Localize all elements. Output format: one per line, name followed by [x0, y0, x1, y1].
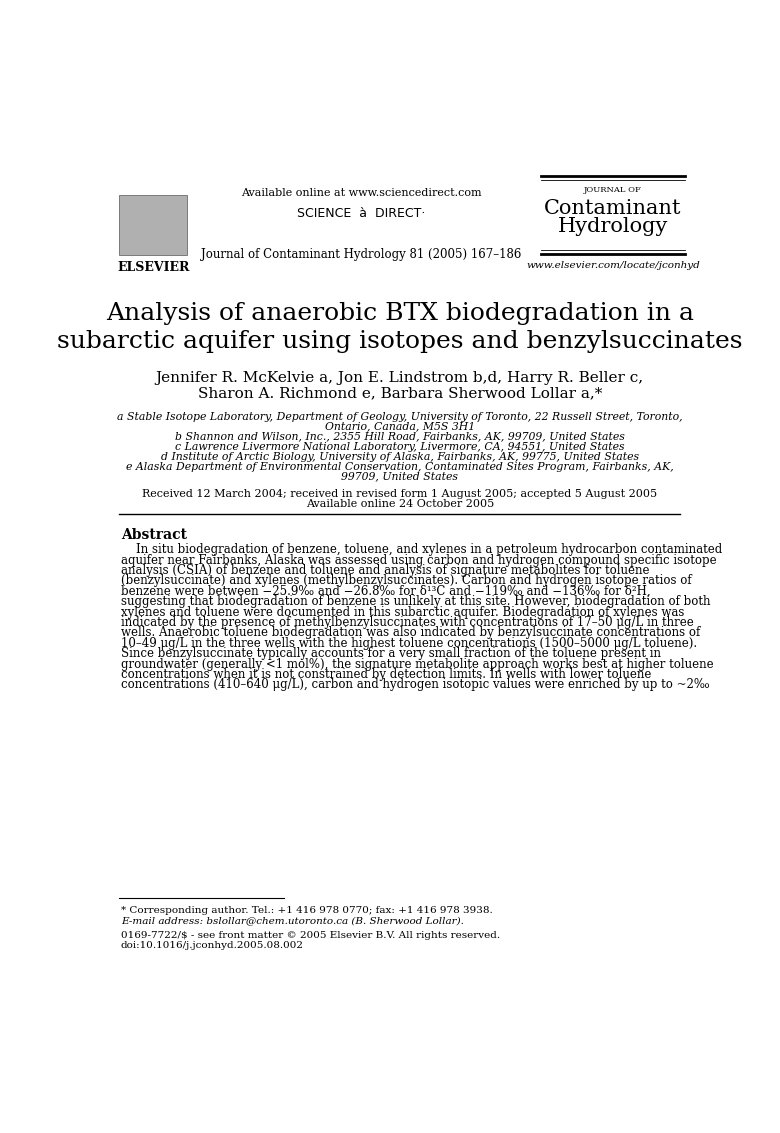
Text: Contaminant: Contaminant — [544, 199, 682, 218]
Text: Abstract: Abstract — [121, 528, 186, 542]
Text: a Stable Isotope Laboratory, Department of Geology, University of Toronto, 22 Ru: a Stable Isotope Laboratory, Department … — [117, 411, 682, 421]
Text: Journal of Contaminant Hydrology 81 (2005) 167–186: Journal of Contaminant Hydrology 81 (200… — [200, 248, 521, 261]
Text: indicated by the presence of methylbenzylsuccinates with concentrations of 17–50: indicated by the presence of methylbenzy… — [121, 616, 693, 629]
Text: Jennifer R. McKelvie a, Jon E. Lindstrom b,d, Harry R. Beller c,: Jennifer R. McKelvie a, Jon E. Lindstrom… — [156, 370, 644, 385]
Text: 0169-7722/$ - see front matter © 2005 Elsevier B.V. All rights reserved.: 0169-7722/$ - see front matter © 2005 El… — [121, 931, 500, 940]
Text: SCIENCE  à  DIRECT·: SCIENCE à DIRECT· — [297, 207, 425, 220]
Text: suggesting that biodegradation of benzene is unlikely at this site. However, bio: suggesting that biodegradation of benzen… — [121, 595, 711, 608]
Text: benzene were between −25.9‰ and −26.8‰ for δ¹³C and −119‰ and −136‰ for δ²H,: benzene were between −25.9‰ and −26.8‰ f… — [121, 585, 651, 598]
FancyBboxPatch shape — [119, 195, 187, 255]
Text: wells. Anaerobic toluene biodegradation was also indicated by benzylsuccinate co: wells. Anaerobic toluene biodegradation … — [121, 627, 700, 639]
Text: concentrations (410–640 μg/L), carbon and hydrogen isotopic values were enriched: concentrations (410–640 μg/L), carbon an… — [121, 679, 709, 691]
Text: xylenes and toluene were documented in this subarctic aquifer. Biodegradation of: xylenes and toluene were documented in t… — [121, 606, 684, 619]
Text: (benzylsuccinate) and xylenes (methylbenzylsuccinates). Carbon and hydrogen isot: (benzylsuccinate) and xylenes (methylben… — [121, 574, 691, 588]
Text: In situ biodegradation of benzene, toluene, and xylenes in a petroleum hydrocarb: In situ biodegradation of benzene, tolue… — [121, 544, 722, 556]
Text: 99709, United States: 99709, United States — [342, 471, 459, 482]
Text: Analysis of anaerobic BTX biodegradation in a: Analysis of anaerobic BTX biodegradation… — [106, 301, 693, 324]
Text: b Shannon and Wilson, Inc., 2355 Hill Road, Fairbanks, AK, 99709, United States: b Shannon and Wilson, Inc., 2355 Hill Ro… — [175, 432, 625, 442]
Text: analysis (CSIA) of benzene and toluene and analysis of signature metabolites for: analysis (CSIA) of benzene and toluene a… — [121, 564, 649, 577]
Text: aquifer near Fairbanks, Alaska was assessed using carbon and hydrogen compound s: aquifer near Fairbanks, Alaska was asses… — [121, 554, 716, 566]
Text: c Lawrence Livermore National Laboratory, Livermore, CA, 94551, United States: c Lawrence Livermore National Laboratory… — [175, 442, 625, 452]
Text: * Corresponding author. Tel.: +1 416 978 0770; fax: +1 416 978 3938.: * Corresponding author. Tel.: +1 416 978… — [121, 906, 492, 915]
Text: Hydrology: Hydrology — [558, 216, 668, 236]
Text: e Alaska Department of Environmental Conservation, Contaminated Sites Program, F: e Alaska Department of Environmental Con… — [126, 461, 674, 471]
Text: Sharon A. Richmond e, Barbara Sherwood Lollar a,*: Sharon A. Richmond e, Barbara Sherwood L… — [197, 386, 602, 400]
Text: ELSEVIER: ELSEVIER — [117, 262, 190, 274]
Text: Available online at www.sciencedirect.com: Available online at www.sciencedirect.co… — [241, 188, 481, 198]
Text: subarctic aquifer using isotopes and benzylsuccinates: subarctic aquifer using isotopes and ben… — [57, 330, 743, 353]
Text: d Institute of Arctic Biology, University of Alaska, Fairbanks, AK, 99775, Unite: d Institute of Arctic Biology, Universit… — [161, 452, 639, 461]
Text: Ontario, Canada, M5S 3H1: Ontario, Canada, M5S 3H1 — [324, 421, 475, 432]
Text: groundwater (generally <1 mol%), the signature metabolite approach works best at: groundwater (generally <1 mol%), the sig… — [121, 657, 714, 671]
Text: concentrations when it is not constrained by detection limits. In wells with low: concentrations when it is not constraine… — [121, 668, 651, 681]
Text: Received 12 March 2004; received in revised form 1 August 2005; accepted 5 Augus: Received 12 March 2004; received in revi… — [142, 489, 658, 500]
Text: 10–49 μg/L in the three wells with the highest toluene concentrations (1500–5000: 10–49 μg/L in the three wells with the h… — [121, 637, 697, 650]
Text: JOURNAL OF: JOURNAL OF — [584, 186, 642, 194]
Text: Available online 24 October 2005: Available online 24 October 2005 — [306, 500, 494, 510]
Text: doi:10.1016/j.jconhyd.2005.08.002: doi:10.1016/j.jconhyd.2005.08.002 — [121, 942, 303, 951]
Text: Since benzylsuccinate typically accounts for a very small fraction of the toluen: Since benzylsuccinate typically accounts… — [121, 647, 661, 661]
Text: www.elsevier.com/locate/jconhyd: www.elsevier.com/locate/jconhyd — [526, 262, 700, 271]
Text: E-mail address: bslollar@chem.utoronto.ca (B. Sherwood Lollar).: E-mail address: bslollar@chem.utoronto.c… — [121, 915, 463, 925]
